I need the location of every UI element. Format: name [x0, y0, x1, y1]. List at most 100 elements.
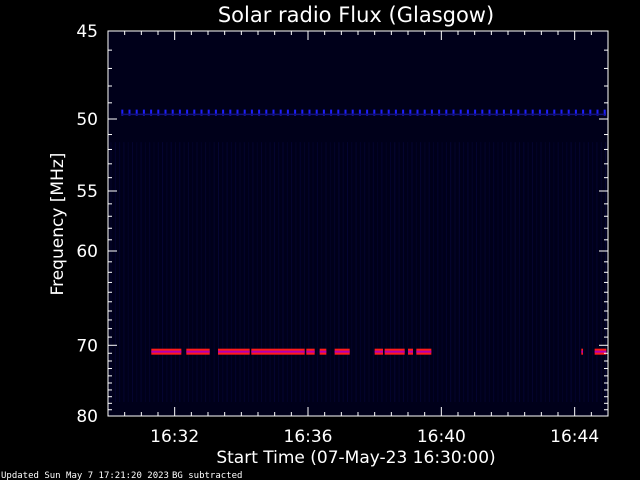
band-dot — [207, 109, 210, 116]
band-segment-core — [306, 350, 315, 353]
band-dot — [488, 109, 491, 116]
band-dot — [315, 109, 318, 116]
band-dot — [286, 109, 289, 116]
band-dot — [553, 109, 556, 116]
band-dot — [582, 109, 585, 116]
band-dot — [517, 109, 520, 116]
band-dot — [222, 109, 225, 116]
axes: 45 50 55 60 70 80 16:32 16:36 16:40 16:44 — [76, 22, 609, 447]
band-segment-core — [374, 350, 383, 353]
band-dot — [265, 109, 268, 116]
plot-area — [108, 31, 608, 416]
band-dot — [157, 109, 160, 116]
band-dot — [186, 109, 189, 116]
band-segment-core — [384, 350, 405, 353]
band-segment-core — [251, 350, 305, 353]
band-dot — [150, 109, 153, 116]
band-dot — [178, 109, 181, 116]
band-dot — [229, 109, 232, 116]
band-segment-core — [594, 350, 607, 353]
band-dot — [574, 109, 577, 116]
band-dot — [423, 109, 426, 116]
band-49.6mhz — [121, 109, 606, 116]
band-dot — [567, 109, 570, 116]
band-dot — [236, 109, 239, 116]
band-dot — [495, 109, 498, 116]
band-dot — [409, 109, 412, 116]
band-segment-core — [416, 350, 432, 353]
band-dot — [243, 109, 246, 116]
band-dot — [474, 109, 477, 116]
band-dot — [142, 109, 145, 116]
band-dot — [546, 109, 549, 116]
band-dot — [135, 109, 138, 116]
band-dot — [538, 109, 541, 116]
band-dot — [589, 109, 592, 116]
band-dot — [373, 109, 376, 116]
band-dot — [272, 109, 275, 116]
band-segment-core — [581, 350, 583, 353]
band-dot — [279, 109, 282, 116]
y-axis-label: Frequency [MHz] — [48, 153, 68, 296]
band-dot — [438, 109, 441, 116]
band-dot — [322, 109, 325, 116]
band-segment-core — [186, 350, 210, 353]
band-dot — [301, 109, 304, 116]
updated-timestamp: Updated Sun May 7 17:21:20 2023 — [1, 471, 169, 480]
band-dot — [380, 109, 383, 116]
band-dot — [452, 109, 455, 116]
band-dot — [171, 109, 174, 116]
band-dot — [596, 109, 599, 116]
band-dot — [459, 109, 462, 116]
band-dot — [466, 109, 469, 116]
band-dot — [200, 109, 203, 116]
band-segment-core — [218, 350, 250, 353]
band-dot — [337, 109, 340, 116]
chart-title: Solar radio Flux (Glasgow) — [218, 3, 494, 27]
band-dot — [387, 109, 390, 116]
band-dot — [330, 109, 333, 116]
background-texture — [110, 142, 606, 402]
band-dot — [416, 109, 419, 116]
band-dot — [214, 109, 217, 116]
band-70.8mhz — [151, 348, 607, 355]
band-dot — [603, 109, 606, 116]
band-dot — [502, 109, 505, 116]
band-dot — [128, 109, 131, 116]
band-dot — [524, 109, 527, 116]
band-segment-core — [319, 350, 327, 353]
emission-bands — [121, 109, 607, 355]
band-dot — [510, 109, 513, 116]
y-tick-label: 50 — [76, 110, 98, 130]
band-dot — [164, 109, 167, 116]
band-dot — [258, 109, 261, 116]
band-dot — [445, 109, 448, 116]
band-dot — [394, 109, 397, 116]
y-tick-label: 70 — [76, 336, 98, 356]
band-dot — [121, 109, 124, 116]
band-dot — [351, 109, 354, 116]
band-dot — [358, 109, 361, 116]
band-dot — [344, 109, 347, 116]
x-tick-label: 16:36 — [284, 427, 333, 447]
band-dot — [481, 109, 484, 116]
x-tick-label: 16:44 — [550, 427, 599, 447]
band-dot — [531, 109, 534, 116]
band-dot — [430, 109, 433, 116]
y-tick-label: 80 — [76, 407, 98, 427]
band-dot — [308, 109, 311, 116]
x-axis-label: Start Time (07-May-23 16:30:00) — [216, 448, 495, 468]
processing-note: BG subtracted — [172, 471, 242, 480]
band-segment-core — [151, 350, 182, 353]
y-tick-label: 60 — [76, 242, 98, 262]
y-tick-label: 45 — [76, 22, 98, 42]
x-tick-label: 16:40 — [417, 427, 466, 447]
plot-background — [108, 31, 608, 416]
band-segment-core — [408, 350, 413, 353]
band-dot — [250, 109, 253, 116]
x-tick-label: 16:32 — [150, 427, 199, 447]
band-dot — [366, 109, 369, 116]
y-tick-label: 55 — [76, 182, 98, 202]
band-segment-core — [334, 350, 350, 353]
